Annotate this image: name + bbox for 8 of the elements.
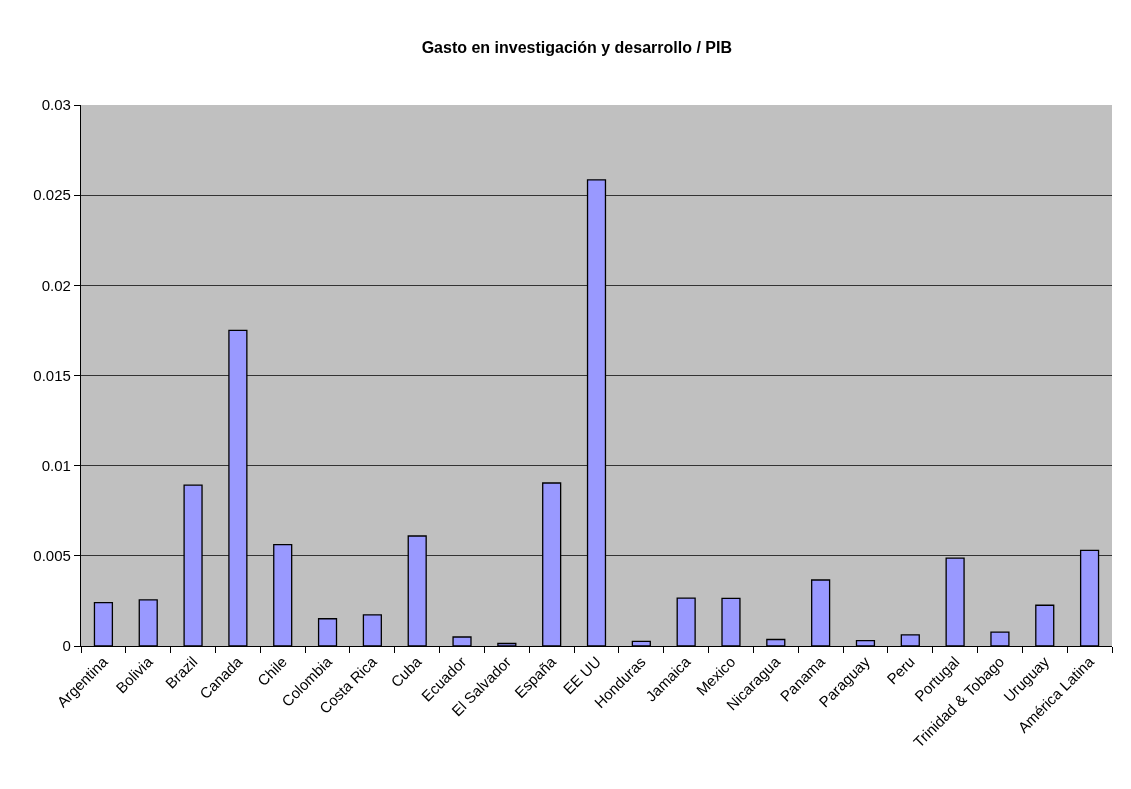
y-tick-label: 0.015: [33, 366, 71, 384]
y-tick-label: 0.03: [41, 96, 71, 114]
y-tick-label: 0.025: [33, 186, 71, 204]
y-tick-label: 0: [62, 637, 71, 655]
y-tick-label: 0.02: [41, 276, 71, 294]
chart-title: Gasto en investigación y desarrollo / PIB: [421, 38, 732, 56]
y-tick-label: 0.01: [41, 456, 71, 474]
y-tick-label: 0.005: [33, 547, 71, 565]
